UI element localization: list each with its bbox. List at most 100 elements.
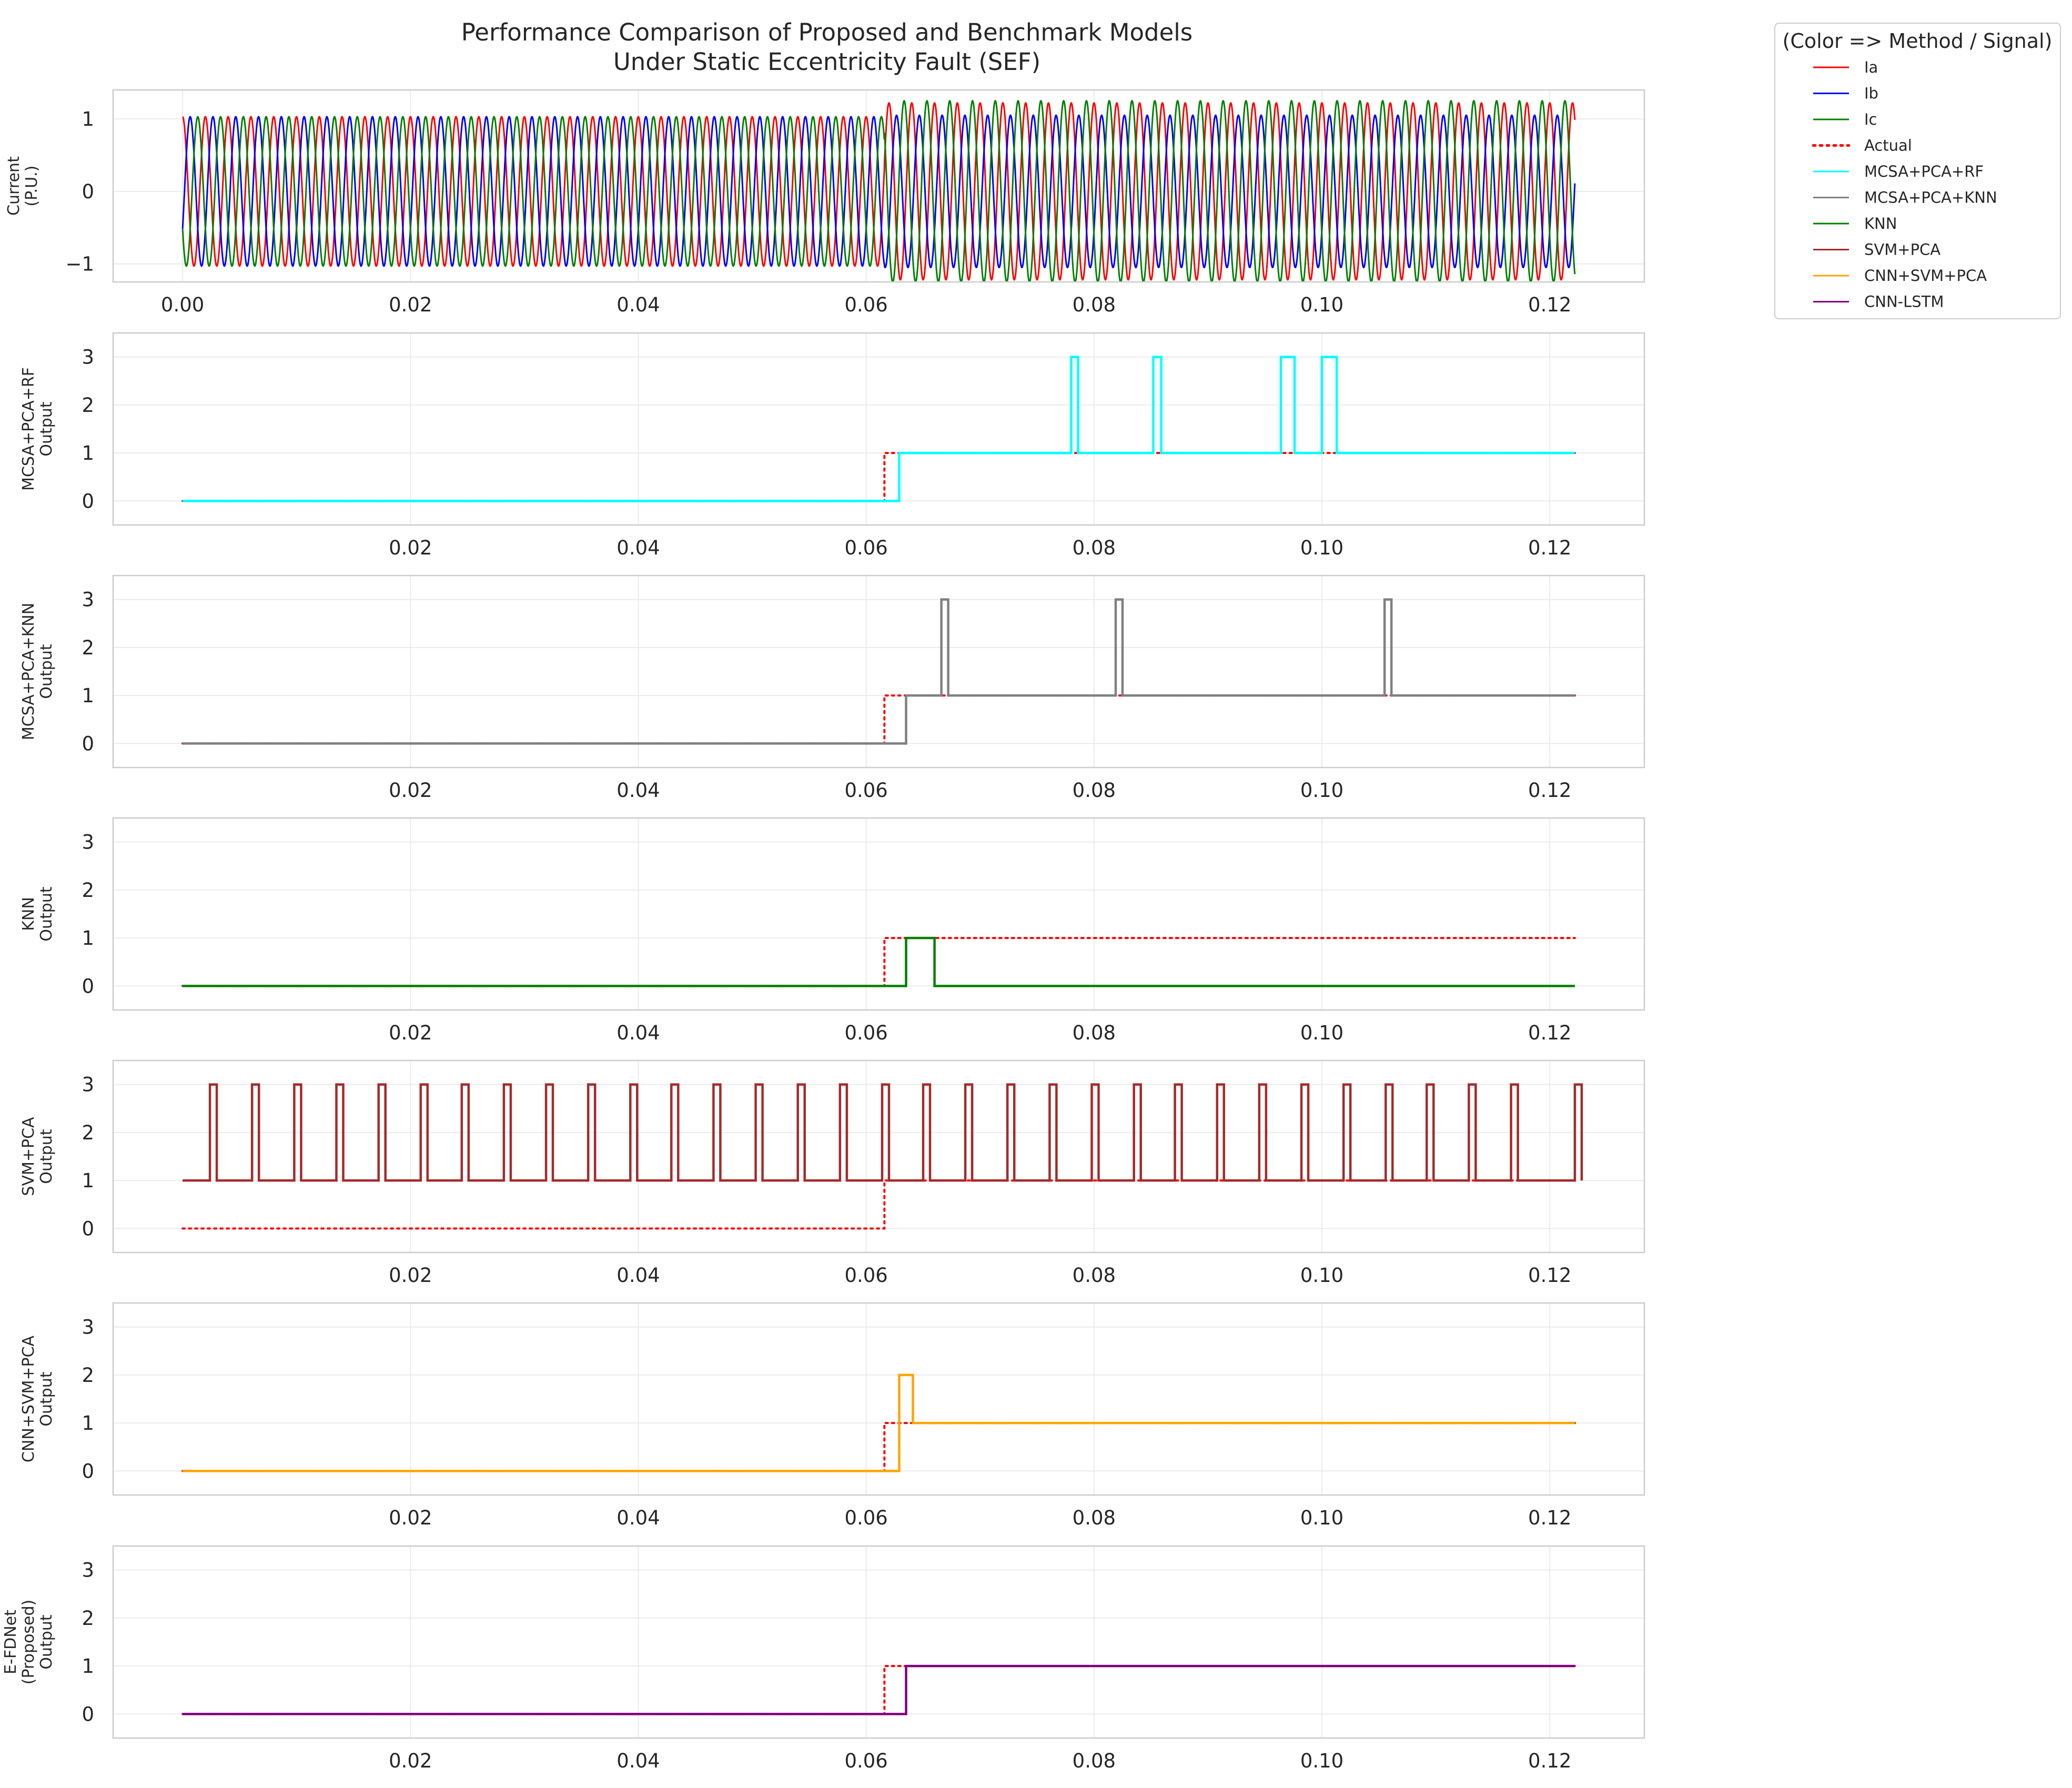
x-tick-label: 0.02	[389, 1264, 432, 1287]
x-tick-label: 0.06	[844, 1022, 887, 1044]
y-tick-label: 0	[82, 1460, 94, 1482]
plot-area	[181, 1373, 1576, 1472]
legend-entry: CNN-LSTM	[1813, 293, 1944, 311]
y-axis-label: Output	[37, 644, 56, 699]
axes-frame	[112, 89, 1645, 283]
legend-box	[1774, 23, 2061, 319]
x-tick-label: 0.12	[1528, 1264, 1571, 1287]
y-axis-label: (Proposed)	[19, 1600, 38, 1685]
axes-frame	[112, 574, 1645, 769]
legend-entry: MCSA+PCA+RF	[1813, 163, 1984, 180]
y-tick-label: 2	[82, 394, 94, 417]
x-tick-label: 0.02	[389, 779, 432, 802]
x-tick-label: 0.08	[1073, 1022, 1116, 1044]
y-tick-label: 3	[82, 1316, 94, 1339]
x-tick-label: 0.04	[616, 1264, 660, 1287]
y-tick-label: −1	[65, 253, 94, 276]
legend-label: MCSA+PCA+KNN	[1864, 189, 1997, 207]
legend-entry: Actual	[1812, 137, 1912, 155]
grid	[113, 333, 1644, 525]
legend-label: Ib	[1864, 85, 1878, 103]
y-tick-label: 2	[82, 1122, 94, 1144]
subplot-1: 0.00 0.02 0.04 0.06 0.08 0.10 0.12 −1 0 1 Current(…	[5, 89, 1645, 316]
y-tick-label: 1	[82, 927, 94, 949]
y-axis-label: SVM+PCA	[19, 1117, 38, 1196]
legend-entry: CNN+SVM+PCA	[1813, 267, 1987, 285]
subplots: 0.00 0.02 0.04 0.06 0.08 0.10 0.12 −1 0 1 Current (…	[2, 89, 1645, 1772]
y-axis-label: MCSA+PCA+RF	[19, 367, 38, 491]
legend-label: CNN+SVM+PCA	[1864, 267, 1987, 285]
y-tick-label: 3	[82, 589, 94, 611]
legend-entry: Ib	[1813, 85, 1878, 103]
x-tick-label: 0.06	[844, 294, 887, 316]
x-tick-label: 0.04	[616, 537, 660, 559]
x-tick-label: 0.10	[1300, 779, 1343, 802]
x-tick-label: 0.04	[616, 294, 660, 316]
series-actual-line	[181, 1179, 1576, 1230]
y-tick-label: 1	[82, 1655, 94, 1678]
y-tick-label: 0	[82, 975, 94, 997]
series-cnn-svm-pca-line	[183, 1373, 1575, 1472]
y-axis-label: CNN+SVM+PCA	[19, 1335, 38, 1462]
series-actual-line	[181, 1665, 1576, 1715]
series-actual-line	[181, 937, 1576, 987]
plot-area	[181, 936, 1576, 987]
x-tick-label: 0.12	[1528, 537, 1571, 559]
y-axis-label: Output	[37, 886, 56, 941]
y-tick-label: 0	[82, 1217, 94, 1240]
axes-frame	[112, 1059, 1645, 1254]
chart-subtitle: Under Static Eccentricity Fault (SEF)	[613, 48, 1040, 76]
x-tick-label: 0.04	[616, 1022, 660, 1044]
series-actual-line	[181, 694, 1576, 745]
x-tick-label: 0.12	[1528, 1507, 1571, 1529]
y-tick-label: 0	[82, 180, 94, 203]
series-knn-line	[183, 936, 1575, 987]
y-axis-label: Output	[37, 1614, 56, 1669]
x-tick-label: 0.08	[1073, 779, 1116, 802]
x-tick-label: 0.08	[1073, 1264, 1116, 1287]
legend-entries: Ia Ib Ic Actual MCSA+PCA+RF MCSA+PCA+KNN KNN SV…	[1812, 58, 1997, 311]
grid	[113, 1303, 1644, 1495]
x-tick-label: 0.08	[1073, 1507, 1116, 1529]
x-tick-label: 0.02	[389, 1022, 432, 1044]
x-tick-label: 0.02	[389, 537, 432, 559]
x-tick-label: 0.06	[844, 1507, 887, 1529]
x-tick-label: 0.10	[1300, 294, 1343, 316]
y-axis-label: Current	[5, 156, 23, 216]
x-tick-label: 0.10	[1300, 1750, 1343, 1772]
legend-label: CNN-LSTM	[1864, 293, 1944, 311]
series-ic-line	[181, 99, 1576, 282]
plot-area	[181, 1664, 1576, 1715]
y-tick-label: 1	[82, 684, 94, 707]
series-actual-line	[181, 452, 1576, 502]
legend-label: Ic	[1864, 110, 1877, 128]
y-tick-label: 0	[82, 490, 94, 512]
x-tick-label: 0.10	[1300, 1022, 1343, 1044]
x-tick-label: 0.10	[1300, 1264, 1343, 1287]
y-tick-label: 3	[82, 346, 94, 369]
legend-label: Actual	[1864, 137, 1912, 155]
x-tick-label: 0.08	[1073, 537, 1116, 559]
series-ib-line	[181, 114, 1576, 269]
x-tick-label: 0.12	[1528, 779, 1571, 802]
subplot-5: 0.02 0.04 0.06 0.08 0.10 0.12 0 1 2 3 SVM+PCA Outpu…	[19, 1059, 1645, 1287]
series-mcsa-pca-knn-line	[183, 598, 1575, 745]
x-tick-label: 0.06	[844, 537, 887, 559]
x-tick-label: 0.04	[616, 1507, 660, 1529]
x-tick-label: 0.00	[161, 294, 204, 316]
x-tick-label: 0.10	[1300, 537, 1343, 559]
x-tick-label: 0.04	[616, 1750, 660, 1772]
axes-frame	[112, 1302, 1645, 1496]
y-tick-label: 1	[82, 108, 94, 130]
legend-entry: KNN	[1813, 215, 1897, 233]
y-tick-label: 3	[82, 831, 94, 854]
y-axis-label: KNN	[19, 897, 38, 931]
x-tick-label: 0.06	[844, 779, 887, 802]
y-tick-label: 0	[82, 732, 94, 755]
plot-area	[181, 1083, 1583, 1230]
y-tick-label: 0	[82, 1703, 94, 1725]
y-tick-label: 2	[82, 637, 94, 659]
x-tick-label: 0.06	[844, 1750, 887, 1772]
axes-frame	[112, 1545, 1645, 1739]
